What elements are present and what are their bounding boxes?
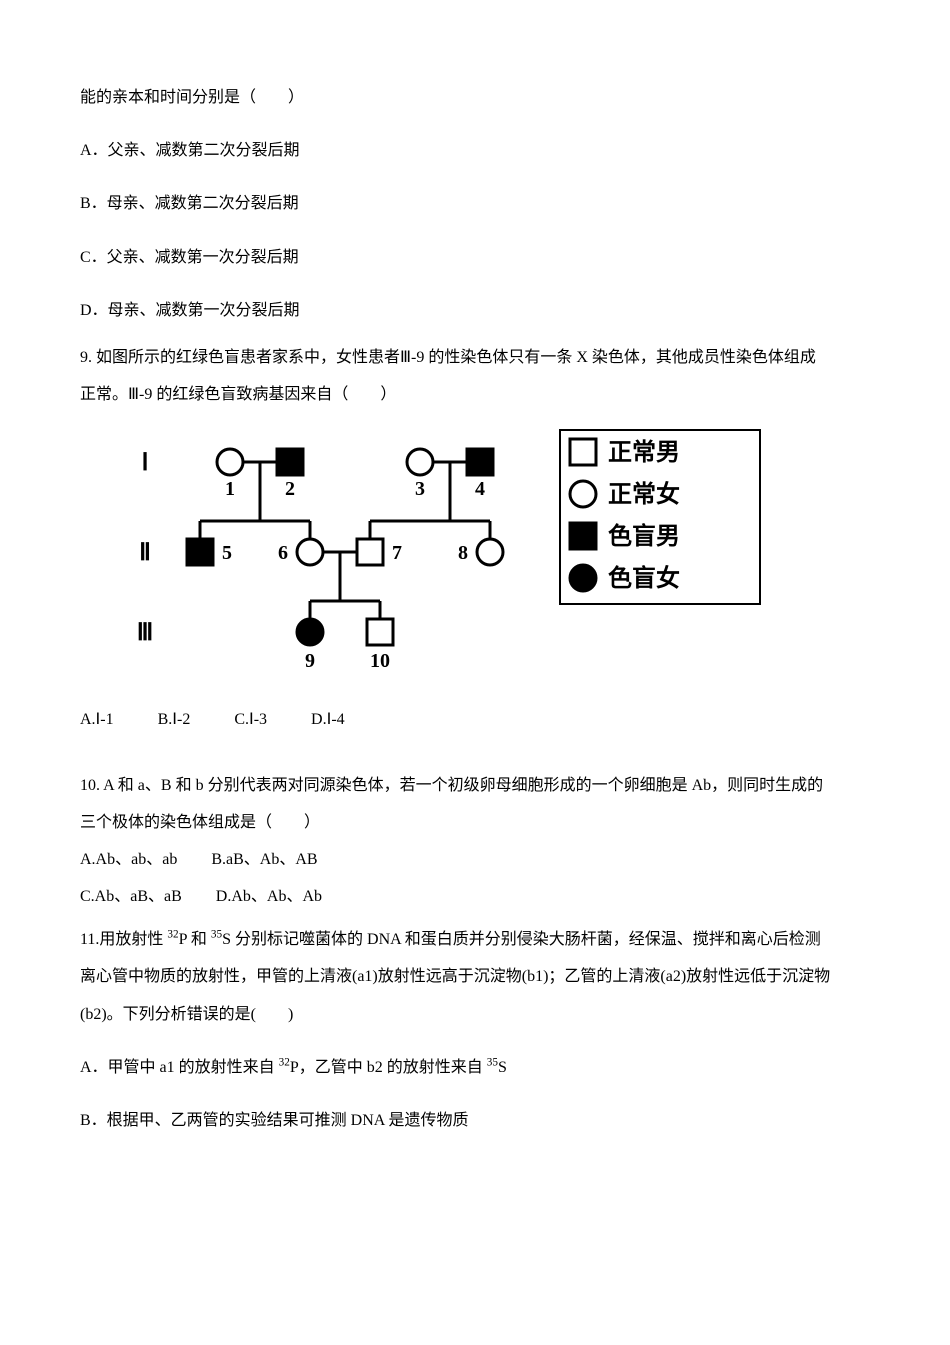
q8-option-d: D．母亲、减数第一次分裂后期: [80, 293, 870, 328]
svg-text:7: 7: [392, 542, 402, 564]
question-11: 11.用放射性 32P 和 35S 分别标记噬菌体的 DNA 和蛋白质并分别侵染…: [80, 922, 870, 1138]
q10-option-c: C.Ab、aB、aB: [80, 888, 182, 905]
q11-stem-1: 11.用放射性 32P 和 35S 分别标记噬菌体的 DNA 和蛋白质并分别侵染…: [80, 922, 870, 957]
q11-a-suf: S: [498, 1059, 507, 1076]
q9-option-a: A.Ⅰ-1: [80, 711, 114, 728]
svg-text:正常男: 正常男: [608, 439, 680, 466]
svg-text:3: 3: [415, 478, 425, 500]
q11-a-pre: A．甲管中 a1 的放射性来自: [80, 1059, 279, 1076]
q11-option-b: B．根据甲、乙两管的实验结果可推测 DNA 是遗传物质: [80, 1103, 870, 1138]
svg-text:色盲男: 色盲男: [608, 522, 680, 550]
svg-text:Ⅰ: Ⅰ: [141, 450, 148, 476]
pedigree-svg: 1 2 3 4 5 6 7 8 9 10 Ⅰ Ⅱ Ⅲ 正常男正常女色盲男色盲女: [120, 422, 770, 682]
q8-stem-cont: 能的亲本和时间分别是（ ）: [80, 80, 870, 115]
q10-option-a: A.Ab、ab、ab: [80, 851, 177, 868]
q9-options: A.Ⅰ-1 B.Ⅰ-2 C.Ⅰ-3 D.Ⅰ-4: [80, 702, 870, 737]
svg-text:10: 10: [370, 650, 390, 672]
q9-stem-2: 正常。Ⅲ-9 的红绿色盲致病基因来自（ ）: [80, 377, 870, 412]
sup-32b: 32: [279, 1056, 290, 1068]
q10-stem-1: 10. A 和 a、B 和 b 分别代表两对同源染色体，若一个初级卵母细胞形成的…: [80, 768, 870, 803]
q11-option-a: A．甲管中 a1 的放射性来自 32P，乙管中 b2 的放射性来自 35S: [80, 1050, 870, 1085]
sup-35: 35: [211, 929, 222, 941]
q8-option-b: B．母亲、减数第二次分裂后期: [80, 186, 870, 221]
q9-option-c: C.Ⅰ-3: [234, 711, 267, 728]
q10-option-b: B.aB、Ab、AB: [211, 851, 317, 868]
svg-text:正常女: 正常女: [608, 480, 680, 508]
q10-options: A.Ab、ab、ab B.aB、Ab、AB C.Ab、aB、aB D.Ab、Ab…: [80, 842, 870, 914]
svg-text:Ⅱ: Ⅱ: [139, 540, 151, 566]
q11-a-mid: P，乙管中 b2 的放射性来自: [290, 1059, 487, 1076]
q8-option-c: C．父亲、减数第一次分裂后期: [80, 240, 870, 275]
q11-stem-2: 离心管中物质的放射性，甲管的上清液(a1)放射性远高于沉淀物(b1)；乙管的上清…: [80, 959, 870, 994]
q9-option-b: B.Ⅰ-2: [158, 711, 191, 728]
q11-s1-m2: S 分别标记噬菌体的 DNA 和蛋白质并分别侵染大肠杆菌，经保温、搅拌和离心后检…: [222, 931, 821, 948]
svg-text:8: 8: [458, 542, 468, 564]
svg-text:1: 1: [225, 478, 235, 500]
sup-35b: 35: [487, 1056, 498, 1068]
q11-s1-pre: 11.用放射性: [80, 931, 167, 948]
svg-text:4: 4: [475, 478, 485, 500]
svg-text:5: 5: [222, 542, 232, 564]
sup-32: 32: [167, 929, 178, 941]
question-10: 10. A 和 a、B 和 b 分别代表两对同源染色体，若一个初级卵母细胞形成的…: [80, 768, 870, 915]
svg-text:Ⅲ: Ⅲ: [137, 620, 154, 646]
svg-text:9: 9: [305, 650, 315, 672]
q11-stem-3: (b2)。下列分析错误的是( ): [80, 997, 870, 1032]
q8-option-a: A．父亲、减数第二次分裂后期: [80, 133, 870, 168]
q10-option-d: D.Ab、Ab、Ab: [216, 888, 322, 905]
svg-text:色盲女: 色盲女: [608, 564, 680, 592]
q11-s1-m1: P 和: [179, 931, 211, 948]
q9-pedigree-diagram: 1 2 3 4 5 6 7 8 9 10 Ⅰ Ⅱ Ⅲ 正常男正常女色盲男色盲女: [120, 422, 770, 682]
question-8-continued: 能的亲本和时间分别是（ ） A．父亲、减数第二次分裂后期 B．母亲、减数第二次分…: [80, 80, 870, 328]
q9-option-d: D.Ⅰ-4: [311, 711, 345, 728]
svg-text:2: 2: [285, 478, 295, 500]
q9-stem-1: 9. 如图所示的红绿色盲患者家系中，女性患者Ⅲ-9 的性染色体只有一条 X 染色…: [80, 340, 870, 375]
q10-stem-2: 三个极体的染色体组成是（ ）: [80, 805, 870, 840]
question-9: 9. 如图所示的红绿色盲患者家系中，女性患者Ⅲ-9 的性染色体只有一条 X 染色…: [80, 340, 870, 738]
svg-text:6: 6: [278, 542, 288, 564]
